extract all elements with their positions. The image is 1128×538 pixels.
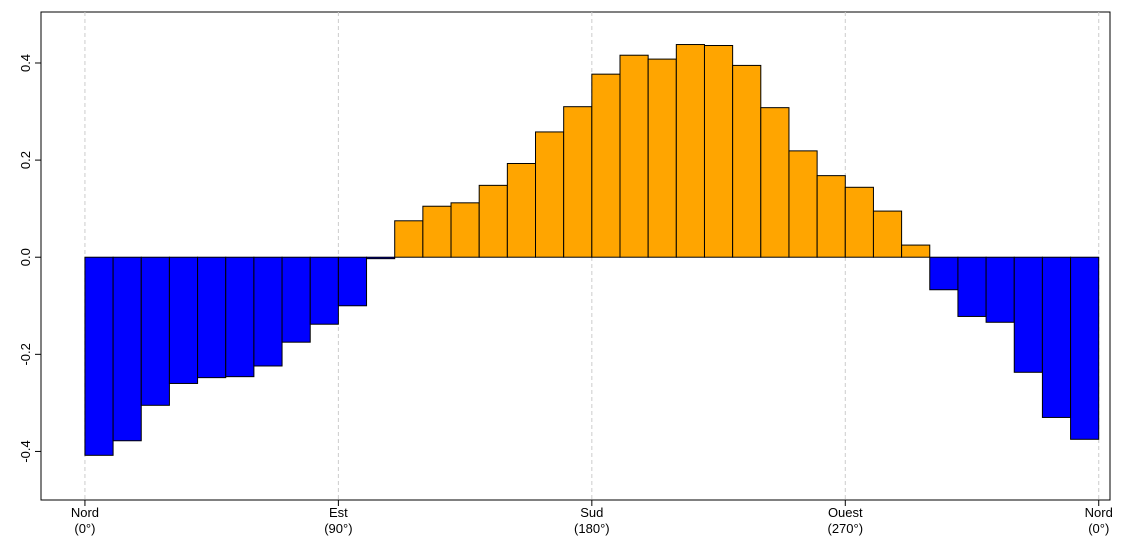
bar [422, 205, 452, 258]
x-tick-label: Ouest (270°) [828, 505, 864, 536]
bar [112, 256, 142, 442]
bar [450, 202, 480, 258]
bar [253, 256, 283, 367]
bar [732, 64, 762, 258]
bar [535, 131, 565, 258]
bar [1070, 256, 1100, 440]
bar [788, 150, 818, 258]
bar [901, 244, 931, 258]
bar [703, 45, 734, 258]
bar [816, 175, 846, 258]
x-tick-label: Est (90°) [324, 505, 352, 536]
y-tick-label: 0.4 [18, 54, 33, 72]
bar [1013, 256, 1043, 373]
bar [929, 256, 959, 291]
bar [337, 256, 368, 307]
bar [478, 184, 508, 258]
bar [647, 58, 677, 258]
bar [563, 106, 593, 258]
bar [844, 186, 874, 258]
bar [619, 54, 649, 258]
y-tick-label: 0.0 [18, 248, 33, 266]
bar [168, 256, 199, 384]
bar [760, 107, 790, 258]
y-tick-label: 0.2 [18, 151, 33, 169]
bar [591, 73, 621, 258]
bar [1041, 256, 1072, 418]
x-tick-label: Nord (0°) [1085, 505, 1113, 536]
bar [957, 256, 987, 317]
x-tick-label: Nord (0°) [71, 505, 99, 536]
bar [872, 210, 903, 258]
bar [506, 162, 537, 258]
bar [394, 220, 424, 258]
bar [281, 256, 311, 343]
bar [985, 256, 1015, 323]
bar [84, 256, 114, 456]
y-tick-label: -0.4 [18, 440, 33, 462]
plot-frame [40, 11, 1111, 501]
bar [197, 256, 227, 379]
y-tick-label: -0.2 [18, 343, 33, 365]
bar [366, 256, 396, 260]
x-tick-label: Sud (180°) [574, 505, 610, 536]
bar [225, 256, 255, 378]
bar [140, 256, 170, 406]
bar [675, 44, 705, 258]
bar [309, 256, 339, 325]
